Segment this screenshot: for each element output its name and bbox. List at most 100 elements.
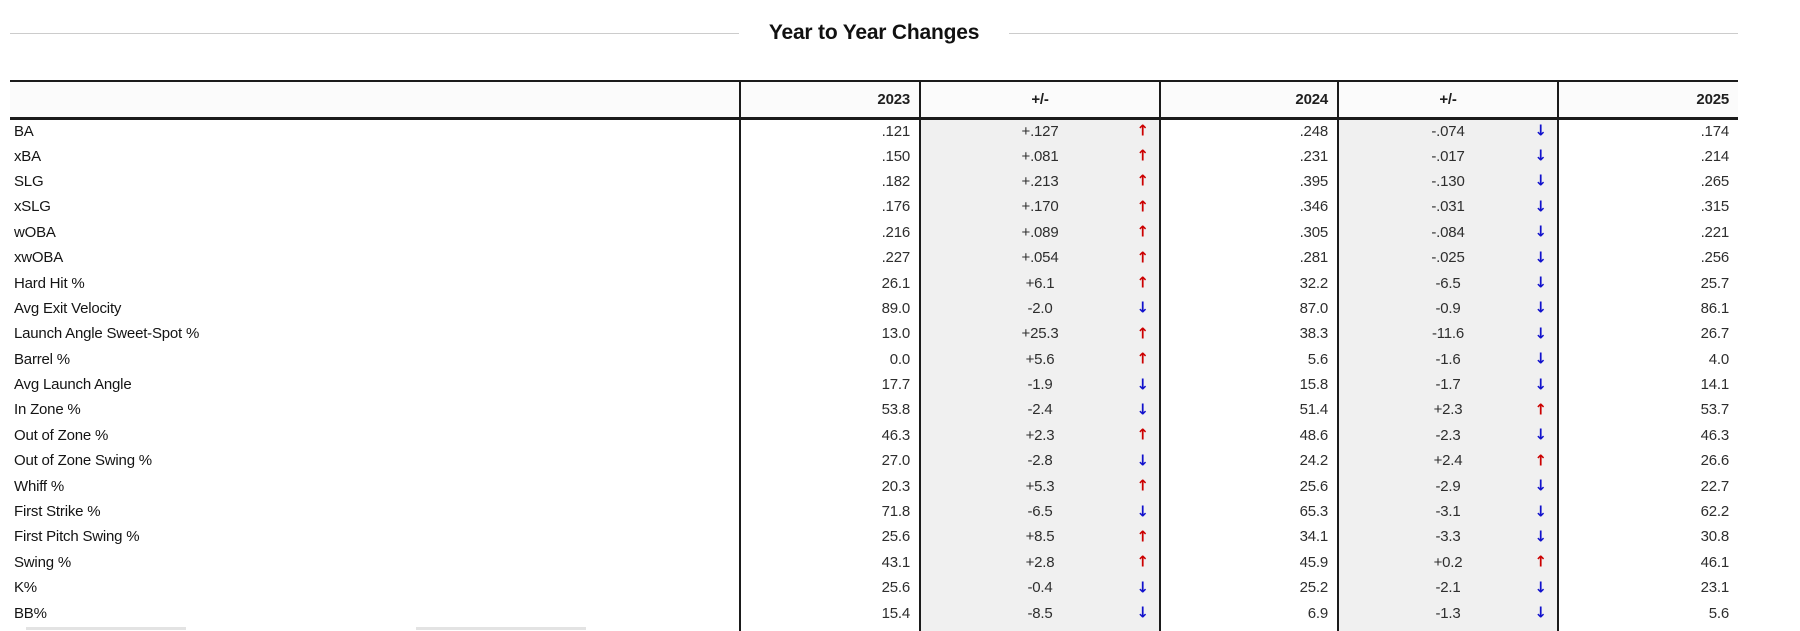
trend-up-icon: ↑ bbox=[1136, 425, 1149, 444]
change-1-cell: +.081 ↑ bbox=[919, 143, 1160, 169]
year-2024-value-cell: .395 bbox=[1159, 168, 1338, 195]
change-1-value: +25.3 bbox=[1021, 325, 1059, 343]
change-2-cell: -0.9 ↓ bbox=[1337, 295, 1558, 322]
change-2-value: -1.3 bbox=[1435, 604, 1461, 622]
change-1-cell: +.089 ↑ bbox=[919, 219, 1160, 245]
year-2023-value-cell: 53.8 bbox=[739, 397, 920, 423]
change-1-cell: +.054 ↑ bbox=[919, 244, 1160, 271]
change-2-value: -2.1 bbox=[1435, 579, 1461, 597]
stat-label-cell: xwOBA bbox=[14, 249, 64, 267]
change-1-cell: +5.3 ↑ bbox=[919, 473, 1160, 499]
trend-up-icon: ↑ bbox=[1136, 324, 1149, 343]
change-1-value: +.081 bbox=[1021, 147, 1059, 165]
header-year-2025: 2025 bbox=[1557, 80, 1738, 120]
table-row: xwOBA .227 +.054 ↑ .281 -.025 ↓ .256 bbox=[10, 244, 1738, 271]
stat-label-cell: Out of Zone Swing % bbox=[14, 452, 152, 470]
table-row: Barrel % 0.0 +5.6 ↑ 5.6 -1.6 ↓ 4.0 bbox=[10, 346, 1738, 372]
stat-label-cell: Launch Angle Sweet-Spot % bbox=[14, 325, 200, 343]
change-1-value: -1.9 bbox=[1027, 376, 1053, 394]
trend-up-icon: ↑ bbox=[1534, 451, 1547, 470]
header-change-2: +/- bbox=[1337, 80, 1558, 120]
year-2024-value-cell: 25.2 bbox=[1159, 575, 1338, 601]
trend-down-icon: ↓ bbox=[1534, 273, 1547, 292]
trend-down-icon: ↓ bbox=[1136, 603, 1149, 622]
year-2024-value-cell: 24.2 bbox=[1159, 448, 1338, 474]
year-2023-value-cell: .216 bbox=[739, 219, 920, 245]
section-title-row: Year to Year Changes bbox=[10, 21, 1739, 45]
change-1-value: +.054 bbox=[1021, 249, 1059, 267]
change-2-value: +2.4 bbox=[1433, 452, 1463, 470]
change-2-value: -3.1 bbox=[1435, 503, 1461, 521]
change-1-cell: -2.4 ↓ bbox=[919, 397, 1160, 423]
year-2025-value-cell: 62.2 bbox=[1557, 498, 1738, 525]
year-2023-value-cell: 25.6 bbox=[739, 524, 920, 550]
change-2-cell: -2.9 ↓ bbox=[1337, 473, 1558, 499]
change-1-value: +8.5 bbox=[1025, 528, 1055, 546]
change-1-cell: -8.5 ↓ bbox=[919, 600, 1160, 626]
change-1-value: +2.8 bbox=[1025, 553, 1055, 571]
change-2-value: -.031 bbox=[1431, 198, 1465, 216]
table-row: xSLG .176 +.170 ↑ .346 -.031 ↓ .315 bbox=[10, 194, 1738, 220]
trend-up-icon: ↑ bbox=[1136, 552, 1149, 571]
trend-up-icon: ↑ bbox=[1136, 248, 1149, 267]
table-row: Out of Zone Swing % 27.0 -2.8 ↓ 24.2 +2.4… bbox=[10, 448, 1738, 474]
change-2-value: -.084 bbox=[1431, 223, 1465, 241]
change-1-value: +.170 bbox=[1021, 198, 1059, 216]
year-2025-value-cell: 30.8 bbox=[1557, 524, 1738, 550]
stat-label-cell: Hard Hit % bbox=[14, 274, 85, 292]
year-2024-value-cell: 32.2 bbox=[1159, 270, 1338, 296]
table-row: xBA .150 +.081 ↑ .231 -.017 ↓ .214 bbox=[10, 143, 1738, 169]
year-2025-value-cell: 4.0 bbox=[1557, 346, 1738, 372]
stat-label-cell: K% bbox=[14, 579, 37, 597]
change-1-cell: -6.5 ↓ bbox=[919, 498, 1160, 525]
change-2-value: -2.9 bbox=[1435, 477, 1461, 495]
trend-down-icon: ↓ bbox=[1534, 476, 1547, 495]
table-row: Swing % 43.1 +2.8 ↑ 45.9 +0.2 ↑ 46.1 bbox=[10, 549, 1738, 576]
change-2-cell: -.084 ↓ bbox=[1337, 219, 1558, 245]
change-1-value: +5.3 bbox=[1025, 477, 1055, 495]
stat-label-cell: Avg Exit Velocity bbox=[14, 299, 122, 317]
trend-down-icon: ↓ bbox=[1136, 502, 1149, 521]
change-2-value: -.074 bbox=[1431, 122, 1465, 140]
year-2025-value-cell: 53.7 bbox=[1557, 397, 1738, 423]
clipped-partial-row bbox=[10, 625, 1738, 631]
stats-tbody: BA .121 +.127 ↑ .248 -.074 ↓ .174 xBA .150… bbox=[10, 118, 1738, 626]
year-2025-value-cell: 86.1 bbox=[1557, 295, 1738, 322]
header-change-1: +/- bbox=[919, 80, 1160, 120]
trend-down-icon: ↓ bbox=[1534, 248, 1547, 267]
trend-up-icon: ↑ bbox=[1136, 476, 1149, 495]
change-1-value: -8.5 bbox=[1027, 604, 1053, 622]
year-2024-value-cell: 6.9 bbox=[1159, 600, 1338, 626]
table-row: Avg Launch Angle 17.7 -1.9 ↓ 15.8 -1.7 ↓ 1… bbox=[10, 371, 1738, 398]
trend-down-icon: ↓ bbox=[1534, 527, 1547, 546]
trend-down-icon: ↓ bbox=[1534, 298, 1547, 317]
trend-down-icon: ↓ bbox=[1534, 425, 1547, 444]
trend-down-icon: ↓ bbox=[1534, 603, 1547, 622]
year-2025-value-cell: 22.7 bbox=[1557, 473, 1738, 499]
stat-label-cell: Out of Zone % bbox=[14, 426, 109, 444]
change-1-cell: +.213 ↑ bbox=[919, 168, 1160, 195]
year-2024-value-cell: 48.6 bbox=[1159, 422, 1338, 449]
table-row: wOBA .216 +.089 ↑ .305 -.084 ↓ .221 bbox=[10, 219, 1738, 245]
year-to-year-stats-table: 2023 +/- 2024 +/- 2025 BA .121 +.127 ↑ .2… bbox=[10, 80, 1738, 631]
change-1-value: -2.8 bbox=[1027, 452, 1053, 470]
trend-up-icon: ↑ bbox=[1136, 121, 1149, 140]
table-row: Launch Angle Sweet-Spot % 13.0 +25.3 ↑ 38… bbox=[10, 321, 1738, 347]
change-2-value: -11.6 bbox=[1431, 325, 1465, 343]
change-2-value: +0.2 bbox=[1433, 553, 1463, 571]
change-2-cell: -.017 ↓ bbox=[1337, 143, 1558, 169]
trend-down-icon: ↓ bbox=[1534, 349, 1547, 368]
year-2025-value-cell: .214 bbox=[1557, 143, 1738, 169]
year-2025-value-cell: .221 bbox=[1557, 219, 1738, 245]
table-row: BA .121 +.127 ↑ .248 -.074 ↓ .174 bbox=[10, 118, 1738, 144]
trend-down-icon: ↓ bbox=[1534, 502, 1547, 521]
change-1-cell: +25.3 ↑ bbox=[919, 321, 1160, 347]
header-year-2024: 2024 bbox=[1159, 80, 1338, 120]
change-2-cell: -3.1 ↓ bbox=[1337, 498, 1558, 525]
year-2024-value-cell: .248 bbox=[1159, 118, 1338, 144]
stat-label-cell: Whiff % bbox=[14, 477, 65, 495]
year-2023-value-cell: 89.0 bbox=[739, 295, 920, 322]
year-2023-value-cell: .227 bbox=[739, 244, 920, 271]
change-2-cell: -1.3 ↓ bbox=[1337, 600, 1558, 626]
change-1-value: +.213 bbox=[1021, 172, 1059, 190]
